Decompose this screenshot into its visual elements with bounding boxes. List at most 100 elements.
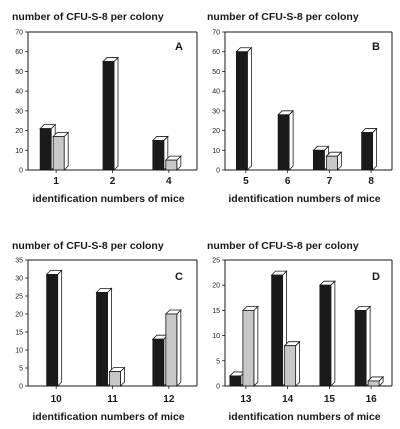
bar-front-face bbox=[109, 371, 121, 387]
bar-front-face bbox=[235, 51, 248, 171]
bar-front-face bbox=[277, 114, 290, 171]
x-category-label: 16 bbox=[366, 394, 378, 405]
bar-front-face bbox=[271, 274, 284, 387]
bar-front-face bbox=[242, 309, 255, 387]
bar-side-face bbox=[365, 305, 371, 387]
bar-d-15-1 bbox=[318, 280, 336, 387]
x-category-label: 14 bbox=[282, 394, 294, 405]
panel-letter: A bbox=[175, 41, 183, 53]
y-tick-label: 30 bbox=[15, 108, 23, 115]
bar-a-1-2 bbox=[52, 131, 70, 171]
bar-front-face bbox=[325, 155, 338, 171]
x-category-label: 8 bbox=[368, 176, 374, 187]
y-tick-label: 25 bbox=[212, 258, 220, 265]
bar-front-face bbox=[319, 284, 332, 387]
y-axis-label: number of CFU-S-8 per colony bbox=[207, 240, 359, 252]
y-tick-label: 0 bbox=[216, 384, 220, 391]
y-tick-label: 0 bbox=[19, 384, 23, 391]
x-category-label: 13 bbox=[240, 394, 252, 405]
bar-b-8-1 bbox=[360, 127, 378, 171]
y-axis-label: number of CFU-S-8 per colony bbox=[207, 11, 359, 23]
y-tick-label: 10 bbox=[212, 333, 220, 340]
bar-c-12-2 bbox=[164, 309, 182, 387]
x-category-label: 10 bbox=[51, 394, 63, 405]
y-tick-label: 15 bbox=[212, 308, 220, 315]
bar-side-face bbox=[246, 46, 252, 171]
bar-b-5-1 bbox=[235, 46, 253, 171]
y-tick-label: 20 bbox=[212, 128, 220, 135]
y-tick-label: 40 bbox=[15, 89, 23, 96]
y-tick-label: 60 bbox=[15, 49, 23, 56]
bar-front-face bbox=[367, 380, 380, 387]
x-category-label: 12 bbox=[163, 394, 175, 405]
bar-front-face bbox=[152, 338, 165, 387]
x-axis-label: identification numbers of mice bbox=[228, 193, 380, 205]
panel-letter: D bbox=[372, 271, 380, 283]
y-tick-label: 0 bbox=[19, 168, 23, 175]
panel-d: number of CFU-S-8 per colony 0 5 10 15 20 25 D 1… bbox=[207, 240, 393, 423]
bar-d-16-1 bbox=[354, 305, 372, 387]
x-category-label: 4 bbox=[166, 176, 172, 187]
y-tick-label: 50 bbox=[212, 69, 220, 76]
y-tick-label: 20 bbox=[212, 283, 220, 290]
x-category-label: 15 bbox=[324, 394, 336, 405]
x-axis-label: identification numbers of mice bbox=[228, 411, 380, 423]
bar-d-16-2 bbox=[367, 375, 385, 387]
y-tick-label: 15 bbox=[15, 330, 23, 337]
y-tick-label: 10 bbox=[15, 148, 23, 155]
bar-front-face bbox=[39, 128, 52, 171]
bar-c-11-2 bbox=[108, 366, 126, 387]
panels: number of CFU-S-8 per colony010203040506… bbox=[12, 11, 393, 423]
bar-front-face bbox=[284, 345, 297, 387]
bar-b-6-1 bbox=[277, 109, 295, 171]
bar-front-face bbox=[229, 375, 242, 387]
x-axis-label: identification numbers of mice bbox=[32, 193, 184, 205]
x-category-label: 2 bbox=[110, 176, 116, 187]
y-tick-label: 0 bbox=[216, 168, 220, 175]
x-axis-label: identification numbers of mice bbox=[32, 411, 184, 423]
y-axis-label: number of CFU-S-8 per colony bbox=[12, 240, 164, 252]
bar-front-face bbox=[52, 136, 65, 171]
panel-letter: B bbox=[372, 41, 380, 53]
bar-front-face bbox=[361, 132, 374, 171]
bar-d-14-2 bbox=[283, 340, 301, 387]
y-tick-label: 5 bbox=[216, 358, 220, 365]
panel-a: number of CFU-S-8 per colony 0 10 20 30 40 50 6… bbox=[12, 11, 198, 205]
x-category-label: 11 bbox=[107, 394, 118, 405]
bar-side-face bbox=[176, 309, 182, 387]
y-tick-label: 30 bbox=[212, 108, 220, 115]
y-tick-label: 35 bbox=[15, 258, 23, 265]
x-category-label: 1 bbox=[53, 176, 59, 187]
bar-side-face bbox=[372, 127, 378, 171]
y-tick-label: 5 bbox=[19, 366, 23, 373]
bar-front-face bbox=[152, 140, 165, 171]
panel-c: number of CFU-S-8 per colony 0 5 10 15 20 25 30… bbox=[12, 240, 198, 423]
y-tick-label: 60 bbox=[212, 49, 220, 56]
y-tick-label: 25 bbox=[15, 294, 23, 301]
y-axis-label: number of CFU-S-8 per colony bbox=[12, 11, 164, 23]
y-tick-label: 40 bbox=[212, 89, 220, 96]
bar-d-14-1 bbox=[270, 270, 288, 387]
y-tick-label: 10 bbox=[15, 348, 23, 355]
y-tick-label: 70 bbox=[212, 30, 220, 37]
x-category-label: 7 bbox=[327, 176, 333, 187]
bar-d-13-2 bbox=[241, 305, 259, 387]
bar-front-face bbox=[165, 159, 178, 171]
bar-front-face bbox=[46, 273, 59, 387]
bar-side-face bbox=[295, 340, 301, 387]
bar-front-face bbox=[354, 309, 367, 387]
x-category-label: 5 bbox=[243, 176, 249, 187]
y-tick-label: 20 bbox=[15, 312, 23, 319]
bar-side-face bbox=[288, 109, 294, 171]
bar-c-10-1 bbox=[45, 269, 63, 387]
bar-side-face bbox=[253, 305, 259, 387]
bar-front-face bbox=[102, 61, 115, 171]
bar-b-7-2 bbox=[325, 151, 343, 171]
y-tick-label: 50 bbox=[15, 69, 23, 76]
bar-side-face bbox=[57, 269, 63, 387]
panel-b: number of CFU-S-8 per colony 0 10 20 30 40 50 6… bbox=[207, 11, 393, 205]
bar-front-face bbox=[312, 149, 325, 171]
bar-front-face bbox=[96, 291, 108, 387]
bar-a-4-2 bbox=[164, 155, 182, 171]
